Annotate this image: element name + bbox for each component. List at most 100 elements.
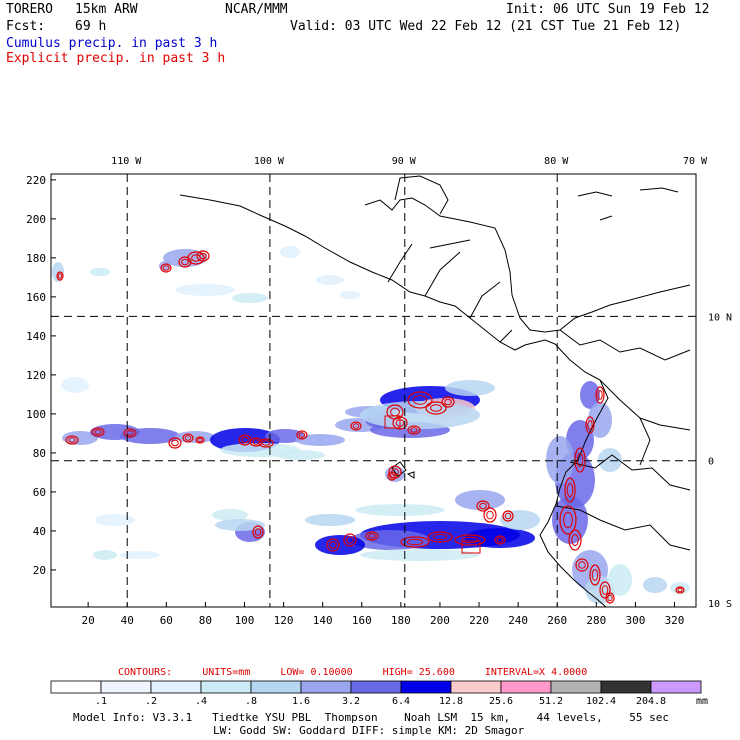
- precip-area: [445, 380, 495, 396]
- central-america-caribbean-coast: [364, 197, 691, 333]
- footer-physics: LW: Godd SW: Goddard DIFF: simple KM: 2D…: [213, 724, 525, 737]
- legend-explicit: Explicit precip. in past 3 h: [6, 51, 226, 66]
- precip-area: [355, 504, 445, 516]
- x-tick-label: 160: [352, 614, 372, 627]
- contour-info: CONTOURS: UNITS=mm LOW= 0.10000 HIGH= 25.60…: [118, 667, 617, 678]
- explicit-contour: [599, 581, 611, 599]
- explicit-contour: [476, 500, 490, 512]
- explicit-contour-inner: [410, 427, 418, 433]
- x-tick-label: 60: [160, 614, 173, 627]
- south-america-borders: [555, 329, 691, 551]
- explicit-contour: [400, 536, 430, 548]
- precip-area: [360, 401, 480, 429]
- colorbar-swatch: [550, 680, 602, 694]
- precip-area: [500, 510, 540, 530]
- precip-area: [212, 509, 248, 521]
- explicit-contour-inner: [329, 541, 337, 549]
- precip-area: [95, 514, 135, 526]
- x-tick-label: 300: [625, 614, 645, 627]
- precip-area: [232, 293, 268, 303]
- precip-area: [90, 268, 110, 276]
- colorbar-tick-label: 25.6: [488, 696, 514, 707]
- x-tick-label: 100: [235, 614, 255, 627]
- colorbar-swatch: [300, 680, 352, 694]
- explicit-contour: [56, 271, 64, 281]
- explicit-contour-inner: [57, 273, 63, 279]
- colorbar-swatch: [50, 680, 102, 694]
- explicit-contour-inner: [181, 258, 189, 266]
- latitude-label: 10 N: [708, 312, 732, 323]
- precip-area: [215, 519, 265, 531]
- y-tick-label: 80: [33, 447, 46, 460]
- footer-model-info: Model Info: V3.3.1 Tiedtke YSU PBL Thomp…: [73, 711, 670, 724]
- explicit-contour-inner: [486, 510, 494, 520]
- colorbar-swatch: [250, 680, 302, 694]
- colorbar-swatch: [450, 680, 502, 694]
- explicit-contour-inner: [346, 536, 354, 544]
- local-max-box: [461, 540, 481, 554]
- explicit-contour-inner: [68, 437, 76, 443]
- explicit-contour: [296, 430, 308, 440]
- explicit-contour-inner: [444, 398, 452, 406]
- precip-area: [340, 291, 360, 299]
- explicit-contour-inner: [479, 502, 487, 510]
- longitude-label: 90 W: [392, 156, 417, 167]
- explicit-contour-inner: [591, 569, 599, 581]
- precip-area: [265, 429, 305, 443]
- explicit-contour-inner: [461, 536, 479, 544]
- explicit-contour: [502, 510, 514, 522]
- explicit-contour: [595, 386, 605, 404]
- x-tick-label: 40: [121, 614, 134, 627]
- explicit-contour: [568, 529, 582, 551]
- colorbar-tick-label: 3.2: [341, 696, 361, 707]
- explicit-contour: [574, 447, 586, 473]
- explicit-contour: [252, 525, 264, 539]
- explicit-contour: [326, 538, 340, 552]
- explicit-contour-inner: [504, 512, 512, 520]
- precip-area: [608, 564, 632, 596]
- colorbar-tick-label: 204.8: [635, 696, 667, 707]
- contour-units: UNITS=mm: [202, 667, 251, 678]
- explicit-contour-inner: [597, 390, 603, 400]
- plot-frame: [50, 173, 697, 608]
- colorbar-tick-label: .8: [244, 696, 258, 707]
- explicit-contour: [365, 531, 379, 541]
- explicit-contour-inner: [601, 585, 609, 595]
- colorbar-tick-label: 1.6: [291, 696, 311, 707]
- explicit-contour-inner: [171, 439, 179, 447]
- precip-area: [93, 550, 117, 560]
- fcst-label: Fcst:: [6, 19, 46, 34]
- explicit-contour-layer: [56, 250, 685, 604]
- explicit-contour: [160, 263, 172, 273]
- longitude-label: 110 W: [111, 156, 142, 167]
- colorbar-swatch: [150, 680, 202, 694]
- explicit-contour: [182, 433, 194, 443]
- explicit-contour: [195, 436, 205, 444]
- precip-area: [315, 535, 365, 555]
- precip-area: [120, 551, 160, 559]
- explicit-contour: [605, 592, 615, 604]
- y-tick-label: 200: [26, 213, 46, 226]
- colorbar-swatch: [600, 680, 652, 694]
- explicit-contour: [65, 435, 79, 445]
- central-america-pacific-coast: [179, 194, 556, 351]
- longitude-label: 70 W: [683, 156, 708, 167]
- caribbean-islands: [577, 187, 679, 221]
- explicit-contour: [494, 535, 506, 545]
- explicit-contour-inner: [298, 432, 306, 438]
- explicit-contour: [187, 251, 205, 265]
- precip-area: [280, 246, 300, 258]
- precip-area: [61, 377, 89, 393]
- y-tick-label: 100: [26, 408, 46, 421]
- latitude-label: 0: [708, 457, 714, 468]
- explicit-contour: [454, 534, 486, 546]
- explicit-contour: [589, 564, 601, 586]
- explicit-contour: [196, 250, 210, 262]
- precip-area: [163, 249, 207, 267]
- precip-area: [305, 514, 355, 526]
- colorbar-swatch: [100, 680, 152, 694]
- explicit-contour-inner: [352, 423, 360, 429]
- explicit-contour-inner: [566, 482, 574, 498]
- explicit-contour: [427, 531, 453, 543]
- colorbar-tick-label: 6.4: [391, 696, 411, 707]
